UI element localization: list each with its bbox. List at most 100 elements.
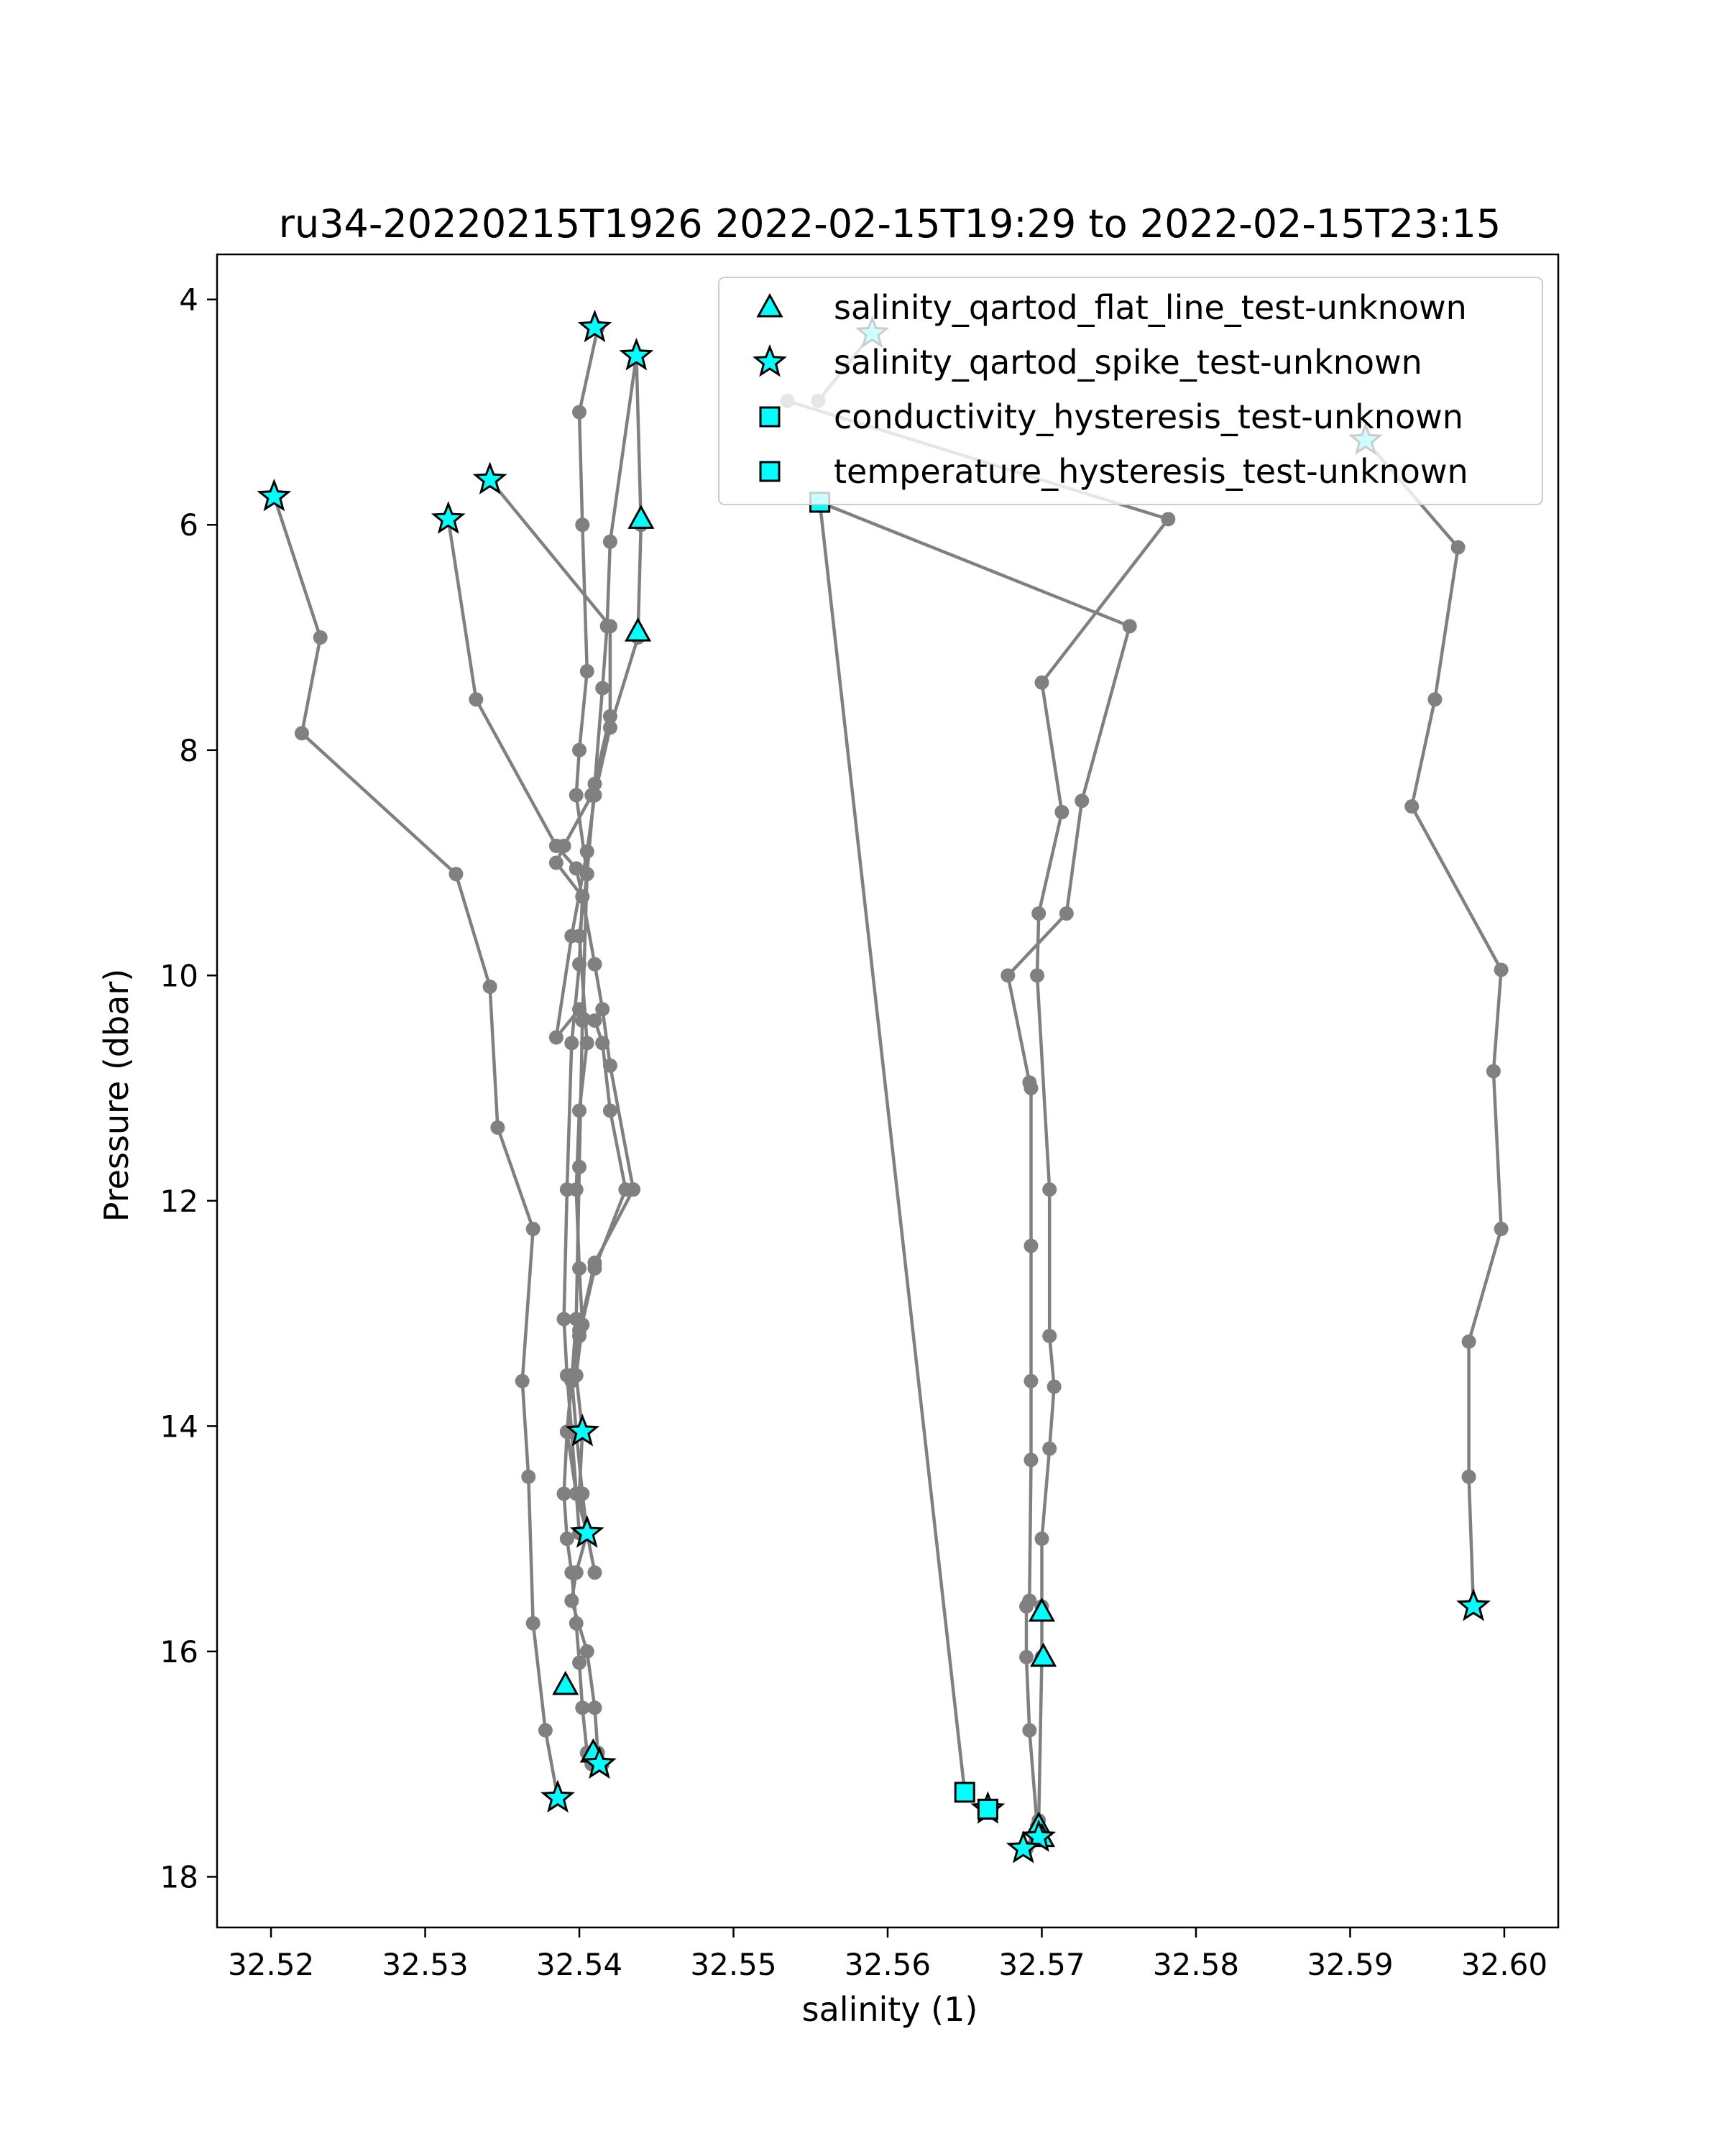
profile-line [272,496,560,1799]
profile-point [525,1616,540,1631]
x-tick-label: 32.60 [1461,1947,1547,1982]
y-tick-label: 18 [160,1859,198,1894]
profile-point [587,1013,602,1028]
profile-point [313,630,328,645]
y-tick-label: 6 [179,507,198,543]
star-flag-marker [257,478,292,512]
profile-point [1019,1599,1034,1614]
profile-point [469,692,484,707]
triangle-flag-marker [552,1670,579,1695]
profile-point [1042,1182,1057,1197]
x-tick-label: 32.55 [690,1947,776,1982]
profile-point [1494,1222,1509,1237]
profile-point [482,979,497,994]
star-flag-marker [1006,1830,1041,1864]
profile-point [548,839,564,854]
profile-point [579,664,594,679]
legend: salinity_qartod_flat_line_test-unknownsa… [718,277,1543,505]
profile-line [819,500,1131,1838]
triangle-flag-marker [1030,1642,1057,1667]
profile-point [1450,540,1466,555]
y-axis-label: Pressure (dbar) [97,969,136,1222]
star-flag-marker [619,337,654,371]
star-flag-marker [1456,1588,1491,1621]
profile-point [1000,968,1016,983]
profile-point [564,929,579,944]
star-flag-marker [577,309,612,343]
x-tick-label: 32.53 [382,1947,468,1982]
profile-point [595,1002,610,1017]
profile-point [1122,619,1137,634]
profile-point [572,1159,587,1174]
profile-point [1042,1328,1057,1343]
legend-square-marker [759,461,781,482]
profile-line [818,502,967,1793]
legend-entry: salinity_qartod_spike_test-unknown [834,343,1422,382]
profile-point [579,1644,594,1659]
profile-point [1024,1238,1039,1253]
profile-point [515,1373,530,1388]
profile-point [1031,906,1046,921]
profile-point [572,405,587,420]
profile-point [584,788,599,803]
x-tick-label: 32.54 [536,1947,622,1982]
profile-point [1059,906,1074,921]
profile-point [1075,793,1090,808]
profile-line [1364,439,1503,1607]
y-tick-label: 4 [179,282,198,318]
profile-point [1022,1723,1037,1738]
profile-point [1486,1064,1501,1079]
star-flag-marker [569,1515,604,1548]
legend-entry: conductivity_hysteresis_test-unknown [834,397,1463,436]
profile-point [602,619,617,634]
profile-point [575,889,590,904]
y-tick-label: 12 [160,1184,198,1219]
star-flag-marker [581,1746,617,1779]
profile-point [572,1655,587,1670]
profile-point [1034,1531,1049,1547]
profile-point [559,1182,574,1197]
triangle-flag-marker [1028,1597,1056,1622]
profile-point [602,1103,617,1118]
x-axis: 32.52 32.53 32.54 32.55 32.56 32.57 32.58 32.59… [228,1927,1547,1982]
legend-entry: temperature_hysteresis_test-unknown [834,452,1468,491]
star-flag-marker [540,1779,575,1813]
profile-point [1461,1469,1476,1484]
profile-point [548,855,564,870]
star-flag-marker [431,501,466,534]
legend-entry: salinity_qartod_flat_line_test-unknown [834,288,1467,327]
profile-point [602,1058,617,1073]
y-axis: 4 6 8 10 12 14 16 18 [160,282,217,1894]
profile-point [294,726,309,741]
profile-point [1161,512,1176,527]
profile-line [446,519,584,1534]
x-axis-label: salinity (1) [802,1990,978,2029]
x-tick-label: 32.56 [845,1947,931,1982]
legend-square-marker [759,406,781,428]
profile-point [569,788,584,803]
profile-point [448,867,464,882]
profile-point [490,1120,505,1135]
y-tick-label: 10 [160,958,198,993]
legend-triangle-marker [756,292,783,318]
profile-point [1024,1373,1039,1388]
profile-point [1461,1334,1476,1349]
profile-point [559,1368,574,1383]
profile-point [1054,805,1070,819]
profile-point [548,1030,564,1045]
profile-point [569,861,584,876]
x-tick-label: 32.59 [1307,1947,1393,1982]
chart-title: ru34-20220215T1926 2022-02-15T19:29 to 2… [279,201,1501,247]
profile-point [1030,968,1045,983]
profile-point [575,1486,590,1501]
y-tick-label: 14 [160,1409,198,1444]
profile-point [575,517,590,533]
triangle-flag-marker [627,505,655,529]
profile-point [569,1616,584,1631]
profile-point [1034,675,1049,690]
profile-point [1042,1441,1057,1456]
profile-point [572,1323,587,1338]
triangle-flag-marker [624,617,652,642]
profile-point [572,957,587,972]
profile-point [587,1565,602,1580]
